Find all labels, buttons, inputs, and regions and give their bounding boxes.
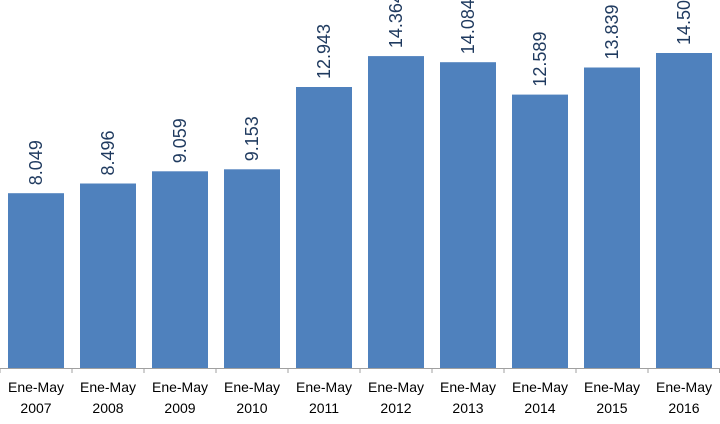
category-label-period: Ene-May [656,379,712,395]
category-label-year: 2009 [164,400,195,416]
bar-2011 [296,87,352,368]
value-label-2009: 9.059 [170,118,190,163]
category-label-year: 2010 [236,400,267,416]
value-label-2013: 14.084 [458,0,478,54]
bar-2009 [152,171,208,368]
category-label-year: 2007 [20,400,51,416]
category-label-year: 2008 [92,400,123,416]
category-label-year: 2014 [524,400,555,416]
bar-2016 [656,53,712,368]
category-label-period: Ene-May [296,379,352,395]
category-label-period: Ene-May [440,379,496,395]
category-label-period: Ene-May [224,379,280,395]
category-label-year: 2016 [668,400,699,416]
category-label-year: 2015 [596,400,627,416]
value-label-2008: 8.496 [98,130,118,175]
category-label-year: 2013 [452,400,483,416]
category-label-year: 2012 [380,400,411,416]
value-label-2007: 8.049 [26,140,46,185]
category-label-period: Ene-May [512,379,568,395]
value-labels-group: 8.049 8.496 9.059 9.153 12.943 14.364 14.084 12… [26,0,694,185]
value-label-2014: 12.589 [530,32,550,87]
bar-2015 [584,67,640,368]
bar-2012 [368,56,424,368]
category-label-period: Ene-May [8,379,64,395]
bar-2010 [224,169,280,368]
bar-2008 [80,183,136,368]
value-label-2012: 14.364 [386,0,406,48]
value-label-2010: 9.153 [242,116,262,161]
bars-group [8,53,712,368]
x-axis-ticks-group [0,368,720,373]
bar-2014 [512,94,568,368]
category-label-year: 2011 [309,400,339,416]
value-label-2015: 13.839 [602,4,622,59]
category-label-period: Ene-May [80,379,136,395]
bar-2007 [8,193,64,368]
bar-2013 [440,62,496,368]
category-labels-group: Ene-May 2007 Ene-May 2008 Ene-May 2009 Ene-May… [8,379,712,416]
value-label-2011: 12.943 [314,24,334,79]
category-label-period: Ene-May [584,379,640,395]
value-label-2016: 14.507 [674,0,694,45]
category-label-period: Ene-May [152,379,208,395]
category-label-period: Ene-May [368,379,424,395]
